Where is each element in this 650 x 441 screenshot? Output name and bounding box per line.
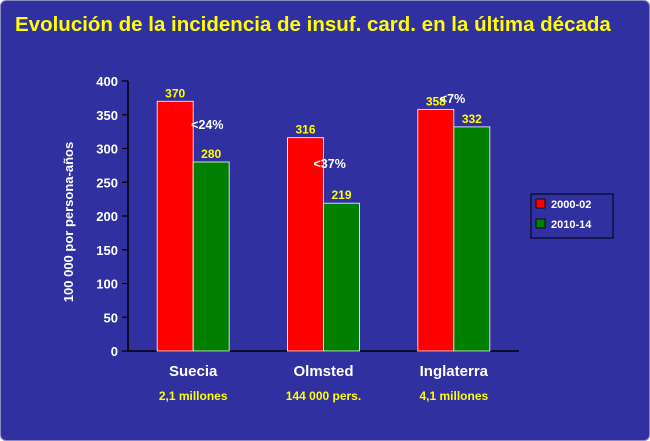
change-label: <37%: [314, 157, 346, 171]
x-category-sublabel: 2,1 millones: [159, 389, 228, 403]
data-label: 370: [165, 86, 185, 100]
legend-entry: 2000-02: [551, 199, 591, 211]
bar-2010-14-inglaterra: [453, 126, 491, 352]
bar-2010-14-suecia: [192, 161, 230, 352]
y-tick-label: 250: [96, 175, 118, 190]
y-tick-label: 300: [96, 142, 118, 157]
y-tick-label: 0: [111, 344, 118, 359]
bar-2010-14-olmsted: [323, 202, 360, 352]
legend-entry: 2010-14: [551, 219, 592, 231]
y-tick-label: 400: [96, 74, 118, 89]
data-label: 316: [295, 123, 315, 137]
y-tick-label: 200: [96, 209, 118, 224]
y-tick-label: 100: [96, 277, 118, 292]
data-label: 219: [331, 188, 351, 202]
x-category-sublabel: 144 000 pers.: [286, 389, 361, 403]
y-tick-label: 350: [96, 108, 118, 123]
y-tick-label: 150: [96, 243, 118, 258]
bar-2000-02-suecia: [156, 100, 194, 352]
legend-swatch: [535, 218, 546, 229]
y-axis-label: 100 000 por persona-años: [61, 142, 76, 302]
legend-swatch: [535, 198, 546, 209]
data-label: 280: [201, 147, 221, 161]
x-category-label: Inglaterra: [420, 363, 489, 380]
change-label: <24%: [191, 118, 223, 132]
x-category-sublabel: 4,1 millones: [419, 389, 488, 403]
x-category-label: Suecia: [169, 363, 218, 380]
data-label: 332: [462, 112, 482, 126]
x-category-label: Olmsted: [293, 363, 353, 380]
chart-title: Evolución de la incidencia de insuf. car…: [15, 13, 611, 36]
bar-2000-02-inglaterra: [417, 108, 455, 352]
change-label: <7%: [440, 92, 465, 106]
y-tick-label: 50: [104, 310, 118, 325]
bar-2000-02-olmsted: [287, 137, 324, 352]
data-label: 358: [426, 94, 446, 108]
